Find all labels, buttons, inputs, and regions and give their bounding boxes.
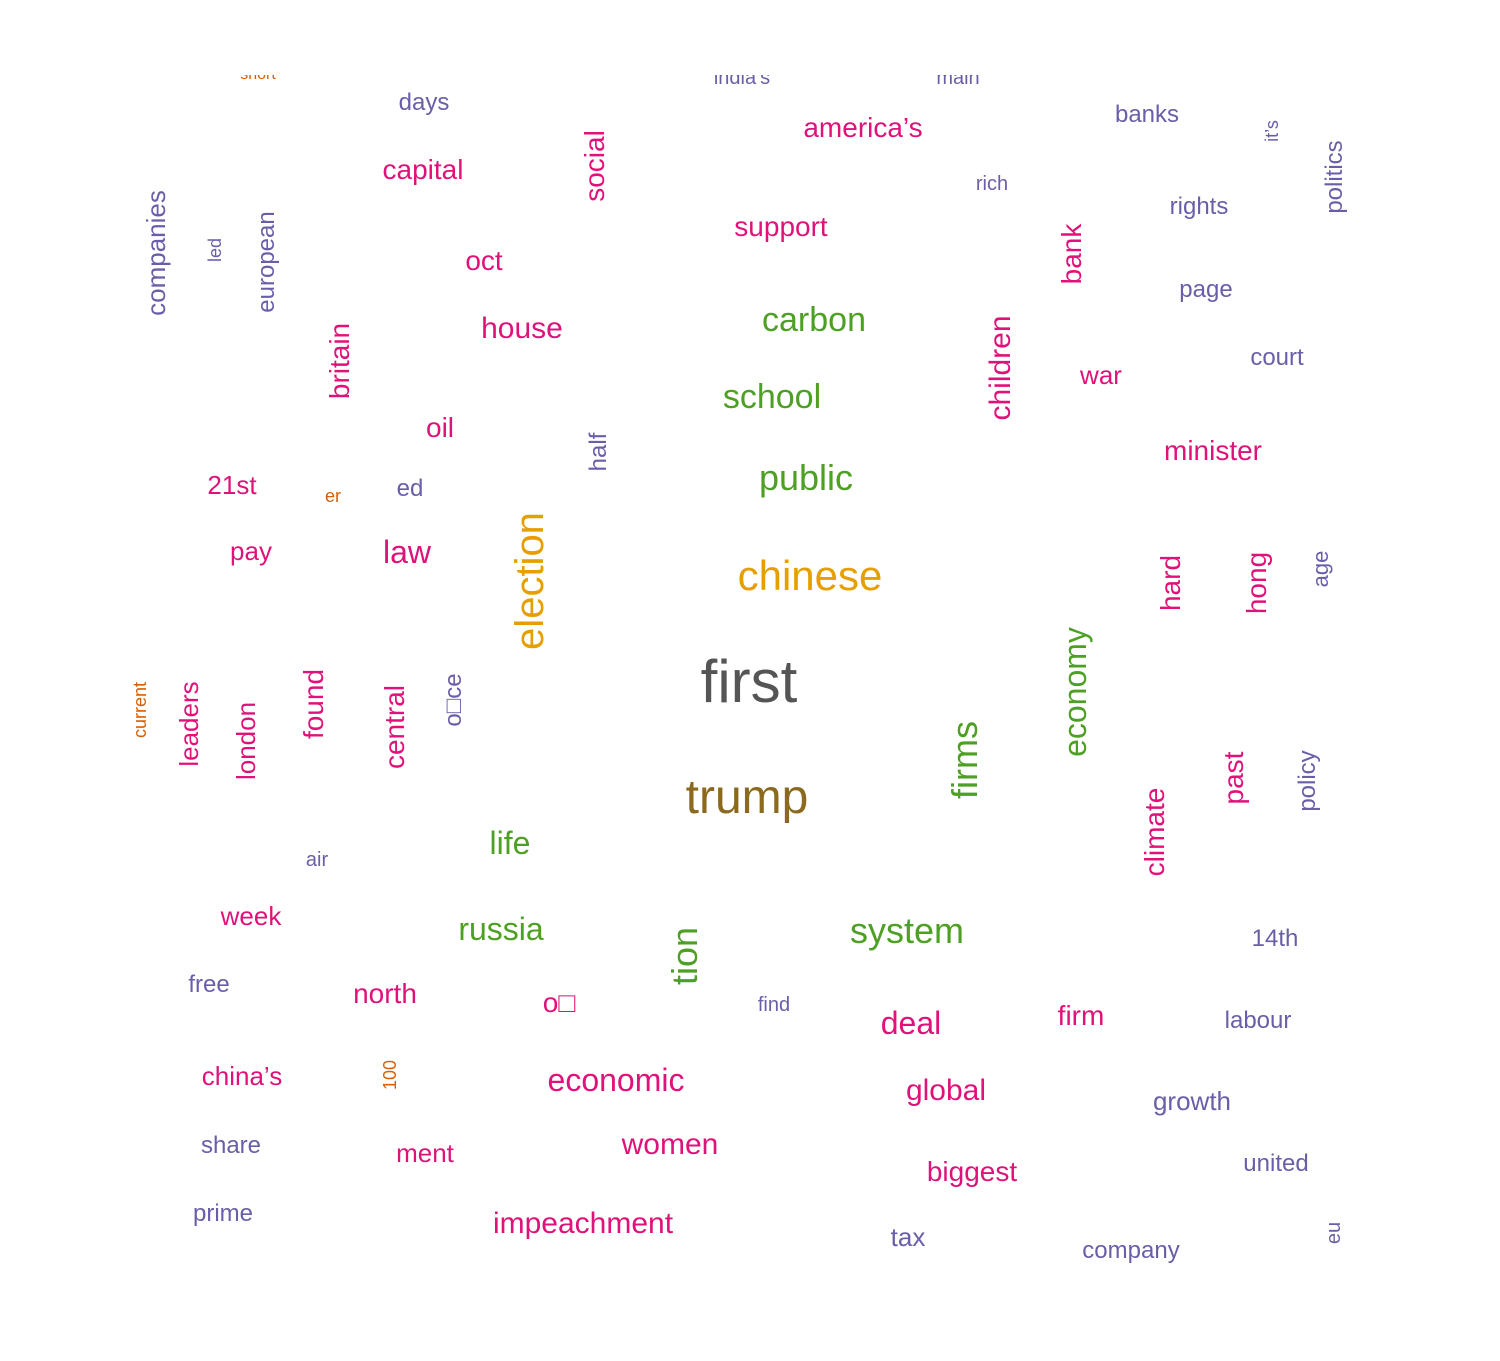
word: european [253,211,280,313]
word: oct [465,245,503,276]
word: law [382,534,432,570]
word: war [1080,360,1122,390]
word: tion [664,926,705,986]
word: system [849,910,965,951]
word: first [700,648,798,715]
word: air [305,849,329,871]
word: climate [1139,787,1170,877]
word: politics [1321,140,1348,214]
word: it’s [1262,120,1282,142]
word: capital [382,154,464,185]
word: chinese [737,552,883,599]
word: deal [880,1005,942,1041]
word: page [1179,276,1233,303]
word: hard [1155,554,1186,612]
word: house [481,312,563,345]
word: carbon [762,301,866,339]
word: companies [141,190,171,316]
word: leaders [174,681,204,767]
word: impeachment [492,1207,674,1240]
word: trump [685,771,809,824]
word: north [353,978,417,1009]
word: half [585,432,612,472]
word: age [1308,550,1333,588]
word: firm [1057,1000,1105,1031]
word: court [1250,344,1304,371]
word: find [757,994,791,1016]
word: er [324,486,342,506]
word: rich [975,173,1009,195]
word: found [298,668,329,740]
word: russia [458,911,544,947]
word: prime [192,1200,254,1227]
word: ment [396,1138,454,1168]
word: america’s [803,112,923,143]
word: banks [1114,101,1180,128]
word: public [758,457,854,498]
word: main [936,75,980,89]
word: central [379,684,410,770]
word: economy [1057,627,1093,757]
word: share [200,1132,262,1159]
word: past [1218,751,1249,805]
word: life [489,825,531,861]
word: children [984,315,1017,421]
word: economic [547,1062,685,1098]
word: pay [230,536,272,566]
word: o□ce [440,673,467,727]
word: o□ [542,987,576,1018]
word: india’s [713,75,771,89]
word: minister [1163,435,1263,466]
word: britain [324,322,355,400]
word: labour [1224,1007,1292,1034]
word: china’s [201,1061,283,1091]
word: school [722,378,822,416]
word: ed [396,475,424,502]
word: free [188,971,230,998]
word: company [1082,1237,1180,1264]
word: current [130,681,150,739]
word: support [734,211,828,242]
word: london [231,701,261,781]
word: firms [944,721,985,799]
word: 100 [380,1059,400,1091]
word: 21st [207,470,257,500]
word: policy [1294,750,1321,812]
word: days [398,89,450,116]
word: global [905,1074,987,1107]
word: short [240,75,276,83]
word: oil [425,412,455,443]
word-cloud-area: short india’s main days america’s banks it’s po… [0,75,1500,1361]
word: 14th [1251,925,1299,952]
word: biggest [926,1156,1018,1187]
word: tax [890,1222,926,1252]
word: hong [1241,551,1272,615]
word: growth [1152,1086,1232,1116]
word: eu [1323,1221,1345,1245]
word: led [205,237,225,263]
word: rights [1169,193,1229,220]
word: social [579,130,610,202]
word: week [220,901,282,931]
word: united [1243,1150,1309,1177]
word: election [508,512,552,650]
word: women [621,1128,719,1161]
word: bank [1056,223,1087,285]
